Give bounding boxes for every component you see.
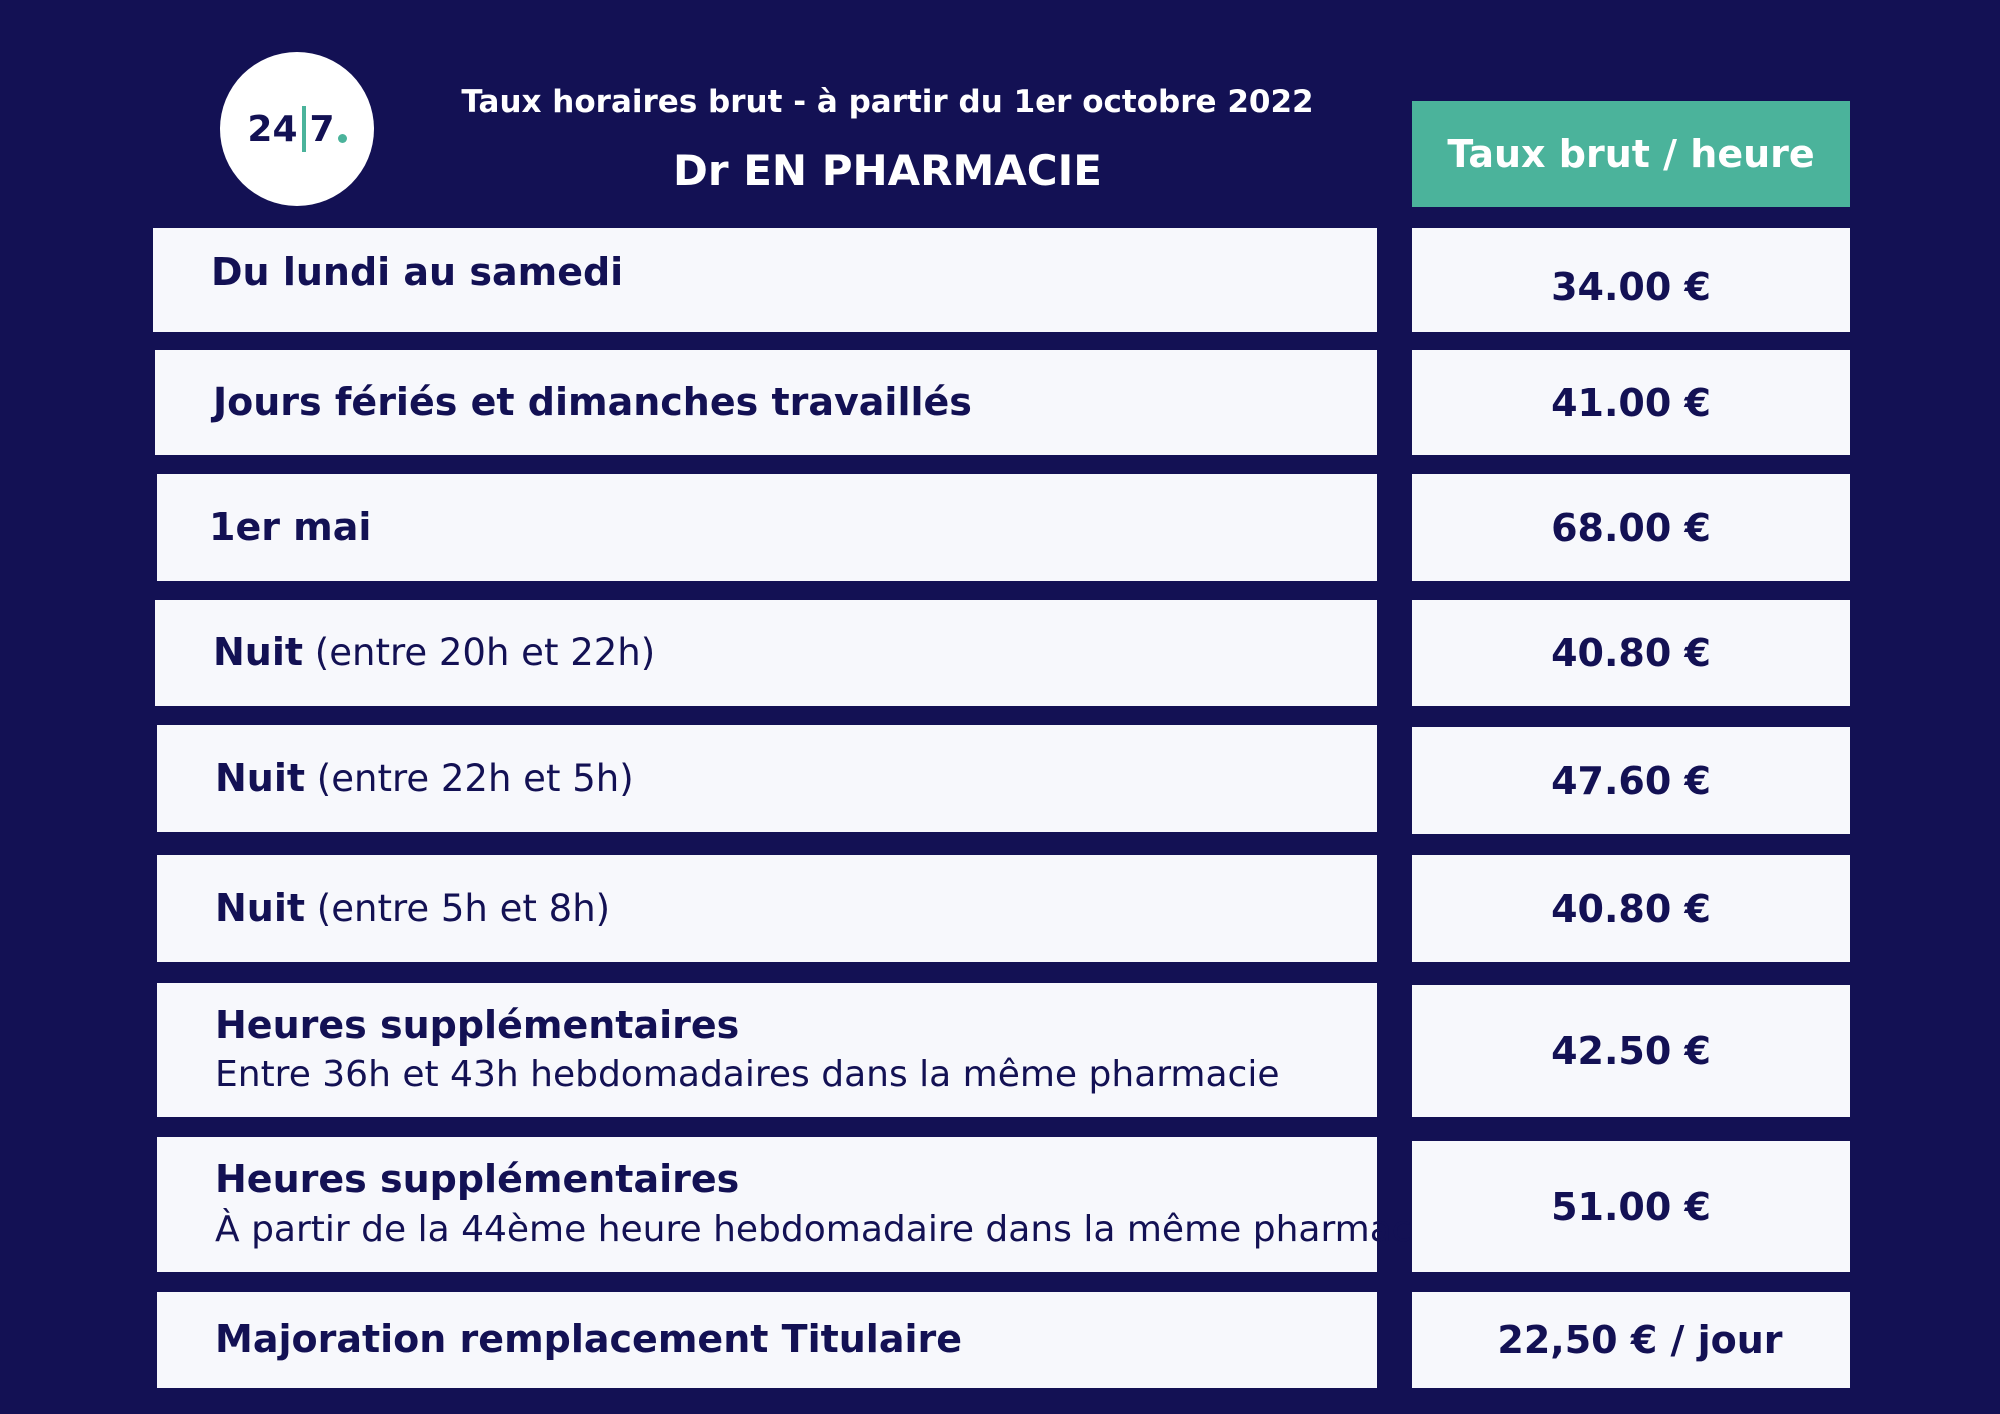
row-detail: À partir de la 44ème heure hebdomadaire … — [215, 1208, 1444, 1250]
row-label-note: (entre 22h et 5h) — [305, 756, 634, 800]
logo-divider — [301, 106, 306, 152]
row-label-box: 1er mai — [157, 474, 1377, 581]
row-label-box: Nuit (entre 20h et 22h) — [155, 600, 1377, 706]
row-label: Jours fériés et dimanches travaillés — [213, 380, 1377, 426]
row-value: 68.00 € — [1412, 474, 1850, 581]
row-label-text: Heures supplémentaires — [215, 1002, 740, 1047]
row-label-box: Heures supplémentaires Entre 36h et 43h … — [157, 983, 1377, 1117]
row-label-text: Du lundi au samedi — [211, 250, 624, 295]
row-label-text: Majoration remplacement Titulaire — [215, 1317, 963, 1362]
logo-right-text: 7 — [309, 108, 335, 150]
row-label-box: Du lundi au samedi — [153, 228, 1377, 332]
logo-dot — [337, 133, 347, 143]
row-label: Heures supplémentaires — [215, 1157, 1377, 1203]
page-subtitle: Taux horaires brut - à partir du 1er oct… — [461, 84, 1314, 120]
row-label-note: (entre 5h et 8h) — [305, 886, 611, 930]
row-label: Du lundi au samedi — [211, 250, 1377, 296]
row-label-box: Nuit (entre 5h et 8h) — [157, 855, 1377, 962]
row-label-text: Heures supplémentaires — [215, 1157, 740, 1202]
row-value: 40.80 € — [1412, 855, 1850, 962]
row-label-text: 1er mai — [209, 504, 372, 549]
row-label-box: Jours fériés et dimanches travaillés — [155, 350, 1377, 455]
row-label-note: (entre 20h et 22h) — [303, 631, 656, 675]
row-label: Nuit (entre 5h et 8h) — [215, 886, 1377, 932]
row-label: Nuit (entre 22h et 5h) — [215, 756, 1377, 802]
row-value: 41.00 € — [1412, 350, 1850, 455]
row-label: 1er mai — [209, 505, 1377, 551]
row-label-box: Majoration remplacement Titulaire — [157, 1292, 1377, 1388]
row-label-text: Nuit — [215, 885, 306, 930]
row-label-box: Nuit (entre 22h et 5h) — [157, 725, 1377, 832]
logo-left-text: 24 — [247, 108, 298, 150]
row-label-box: Heures supplémentaires À partir de la 44… — [157, 1137, 1444, 1272]
row-value: 22,50 € / jour — [1412, 1292, 1850, 1388]
row-value: 42.50 € — [1412, 985, 1850, 1117]
row-label-text: Jours fériés et dimanches travaillés — [213, 379, 972, 424]
row-value: 47.60 € — [1412, 727, 1850, 834]
logo-24-7: 24 7 — [220, 52, 374, 206]
row-label-text: Nuit — [213, 630, 304, 675]
row-label: Nuit (entre 20h et 22h) — [213, 630, 1377, 676]
row-value: 40.80 € — [1412, 600, 1850, 706]
row-label-text: Nuit — [215, 755, 306, 800]
row-label: Heures supplémentaires — [215, 1003, 1377, 1049]
row-value: 34.00 € — [1412, 228, 1850, 332]
row-label: Majoration remplacement Titulaire — [215, 1317, 1377, 1363]
rate-column-header: Taux brut / heure — [1412, 101, 1850, 207]
row-detail: Entre 36h et 43h hebdomadaires dans la m… — [215, 1054, 1280, 1096]
row-value: 51.00 € — [1412, 1141, 1850, 1272]
page-title: Dr EN PHARMACIE — [673, 146, 1102, 195]
logo-mark: 24 7 — [247, 106, 347, 152]
